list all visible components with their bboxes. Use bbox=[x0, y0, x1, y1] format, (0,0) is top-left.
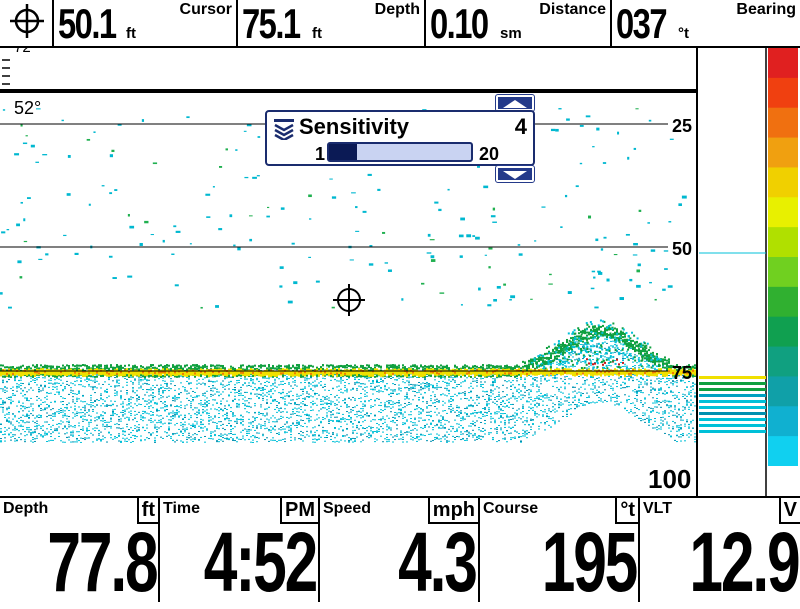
sensitivity-value: 4 bbox=[515, 114, 527, 140]
cursor-crosshair-icon[interactable] bbox=[333, 284, 365, 316]
bearing-label: Bearing bbox=[736, 1, 796, 19]
voltage-box: VLT V 12.9 bbox=[640, 498, 800, 602]
time-value: 4:52 bbox=[204, 520, 316, 604]
depth-box: Depth ft 77.8 bbox=[0, 498, 160, 602]
depth-mark-25: 25 bbox=[672, 116, 692, 136]
bottom-readout-bar: Depth ft 77.8 Time PM 4:52 Speed mph 4.3… bbox=[0, 496, 800, 602]
sensitivity-max: 20 bbox=[479, 144, 499, 165]
cursor-label: Cursor bbox=[180, 1, 232, 19]
cursor-readout: 50.1 ft Cursor bbox=[54, 0, 238, 46]
depth-mark-100: 100 bbox=[648, 464, 691, 494]
water-temperature: 52° bbox=[14, 98, 41, 118]
cursor-unit: ft bbox=[126, 25, 136, 42]
sensitivity-slider[interactable] bbox=[327, 142, 473, 162]
temperature-ticks bbox=[2, 60, 10, 84]
depth-top-label: Depth bbox=[375, 1, 420, 19]
depth-label: Depth bbox=[3, 500, 48, 518]
course-value: 195 bbox=[542, 520, 636, 604]
depth-readout: 75.1 ft Depth bbox=[238, 0, 426, 46]
sensitivity-icon bbox=[273, 118, 295, 140]
bearing-unit: °t bbox=[678, 25, 689, 42]
crosshair-icon bbox=[0, 0, 54, 46]
cursor-mode-button[interactable] bbox=[0, 0, 54, 46]
bearing-readout: 037 °t Bearing bbox=[612, 0, 800, 46]
speed-value: 4.3 bbox=[398, 520, 476, 604]
voltage-value: 12.9 bbox=[689, 520, 798, 604]
cursor-value: 50.1 bbox=[58, 2, 116, 46]
flasher-column bbox=[699, 376, 766, 433]
time-label: Time bbox=[163, 500, 200, 518]
time-box: Time PM 4:52 bbox=[160, 498, 320, 602]
course-box: Course °t 195 bbox=[480, 498, 640, 602]
voltage-label: VLT bbox=[643, 500, 672, 518]
sensitivity-down-button[interactable] bbox=[496, 166, 534, 182]
speed-box: Speed mph 4.3 bbox=[320, 498, 480, 602]
color-scale-bar bbox=[768, 48, 798, 466]
bottom-echo bbox=[0, 320, 698, 443]
top-readout-bar: 50.1 ft Cursor 75.1 ft Depth 0.10 sm Dis… bbox=[0, 0, 800, 48]
distance-unit: sm bbox=[500, 25, 522, 42]
depth-top-unit: ft bbox=[312, 25, 322, 42]
distance-value: 0.10 bbox=[430, 2, 488, 46]
bearing-value: 037 bbox=[616, 2, 666, 46]
sensitivity-title: Sensitivity bbox=[299, 114, 409, 140]
distance-readout: 0.10 sm Distance bbox=[426, 0, 612, 46]
arrow-down-icon bbox=[498, 169, 532, 181]
color-scale-gradient bbox=[768, 48, 798, 466]
arrow-up-icon bbox=[498, 98, 532, 110]
course-label: Course bbox=[483, 500, 538, 518]
top-scale-label: 72 bbox=[14, 48, 31, 56]
sensitivity-dialog: Sensitivity 4 1 20 bbox=[265, 110, 535, 166]
sensitivity-slider-fill bbox=[329, 144, 357, 160]
depth-value: 77.8 bbox=[47, 520, 156, 604]
depth-top-value: 75.1 bbox=[242, 2, 300, 46]
distance-label: Distance bbox=[539, 1, 606, 19]
depth-mark-75: 75 bbox=[672, 363, 692, 383]
sensitivity-min: 1 bbox=[315, 144, 325, 165]
speed-label: Speed bbox=[323, 500, 371, 518]
depth-mark-50: 50 bbox=[672, 239, 692, 259]
sensitivity-up-button[interactable] bbox=[496, 95, 534, 111]
